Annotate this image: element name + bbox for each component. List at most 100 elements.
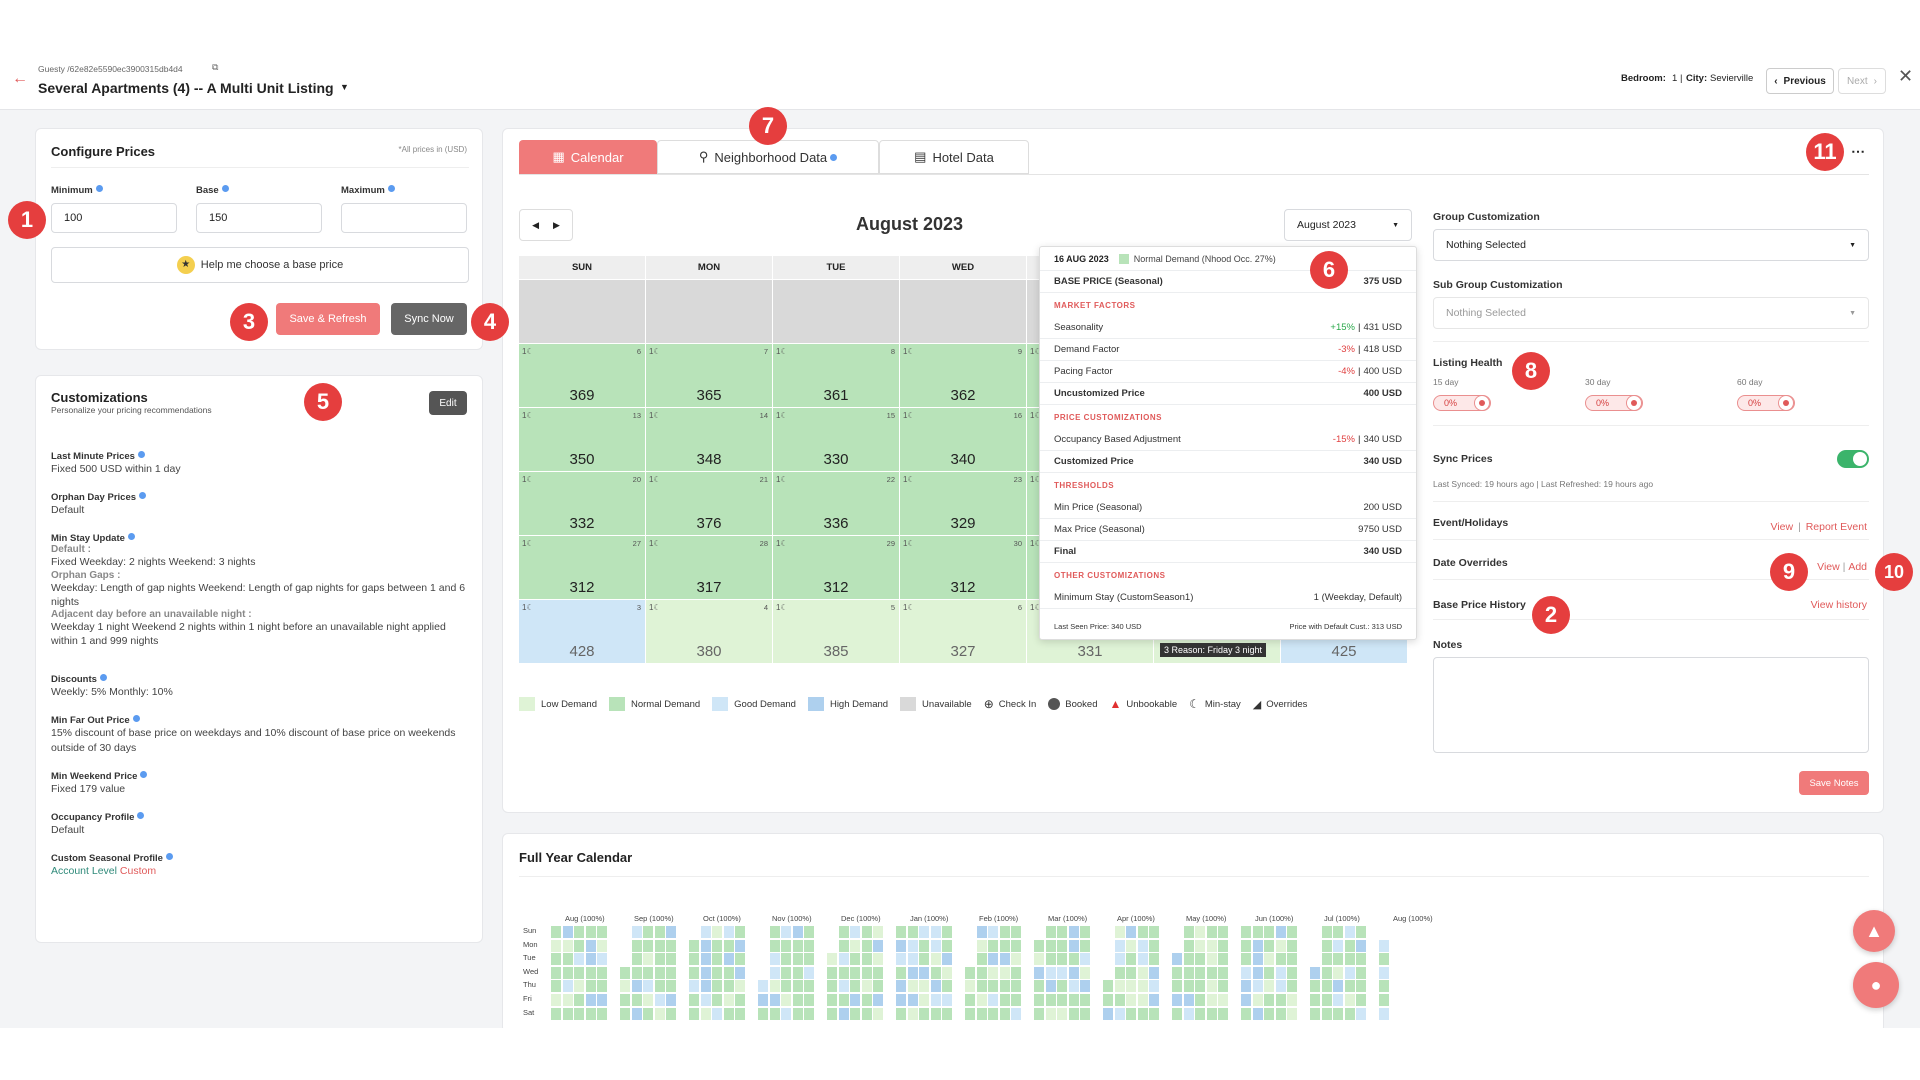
year-day-cell[interactable] <box>1275 994 1286 1006</box>
year-day-cell[interactable] <box>1068 939 1079 952</box>
year-day-cell[interactable] <box>804 926 814 938</box>
year-day-cell[interactable] <box>976 994 987 1006</box>
year-day-cell[interactable] <box>988 953 998 966</box>
year-day-cell[interactable] <box>999 939 1010 952</box>
year-day-cell[interactable] <box>907 980 918 993</box>
year-day-cell[interactable] <box>1103 980 1113 993</box>
chevron-down-icon[interactable]: ▼ <box>340 82 349 92</box>
year-day-cell[interactable] <box>1080 966 1090 979</box>
year-day-cell[interactable] <box>896 926 906 938</box>
year-day-cell[interactable] <box>1333 980 1343 993</box>
year-day-cell[interactable] <box>574 980 584 993</box>
edit-button[interactable]: Edit <box>429 391 467 415</box>
year-day-cell[interactable] <box>942 994 952 1006</box>
year-day-cell[interactable] <box>999 1007 1010 1020</box>
year-day-cell[interactable] <box>1241 966 1251 979</box>
year-day-cell[interactable] <box>988 1007 998 1020</box>
year-day-cell[interactable] <box>1183 980 1194 993</box>
year-day-cell[interactable] <box>574 1007 584 1020</box>
year-day-cell[interactable] <box>585 926 596 938</box>
year-day-cell[interactable] <box>850 980 860 993</box>
year-day-cell[interactable] <box>1379 953 1389 966</box>
calendar-day[interactable]: 1☾ 29 312 <box>773 536 900 600</box>
info-icon[interactable] <box>221 185 229 192</box>
year-day-cell[interactable] <box>1321 994 1332 1006</box>
year-day-cell[interactable] <box>1068 994 1079 1006</box>
year-day-cell[interactable] <box>631 939 642 952</box>
year-day-cell[interactable] <box>654 1007 665 1020</box>
year-day-cell[interactable] <box>1206 953 1217 966</box>
year-day-cell[interactable] <box>631 1007 642 1020</box>
year-day-cell[interactable] <box>551 966 561 979</box>
year-day-cell[interactable] <box>1344 953 1355 966</box>
year-day-cell[interactable] <box>723 980 734 993</box>
year-day-cell[interactable] <box>1287 926 1297 938</box>
year-day-cell[interactable] <box>1333 953 1343 966</box>
year-day-cell[interactable] <box>1080 980 1090 993</box>
year-day-cell[interactable] <box>689 939 699 952</box>
back-arrow-icon[interactable]: ← <box>12 70 28 87</box>
year-day-cell[interactable] <box>1137 1007 1148 1020</box>
year-day-cell[interactable] <box>735 926 745 938</box>
year-day-cell[interactable] <box>1172 953 1182 966</box>
year-day-cell[interactable] <box>1068 966 1079 979</box>
year-day-cell[interactable] <box>689 1007 699 1020</box>
year-day-cell[interactable] <box>965 994 975 1006</box>
year-day-cell[interactable] <box>1333 926 1343 938</box>
year-day-cell[interactable] <box>873 939 883 952</box>
year-day-cell[interactable] <box>562 926 573 938</box>
year-day-cell[interactable] <box>654 966 665 979</box>
year-day-cell[interactable] <box>597 1007 607 1020</box>
year-day-cell[interactable] <box>712 980 722 993</box>
year-day-cell[interactable] <box>1241 953 1251 966</box>
info-icon[interactable] <box>99 674 107 682</box>
year-day-cell[interactable] <box>1218 1007 1228 1020</box>
year-day-cell[interactable] <box>1344 926 1355 938</box>
year-day-cell[interactable] <box>907 939 918 952</box>
year-day-cell[interactable] <box>654 953 665 966</box>
year-day-cell[interactable] <box>976 939 987 952</box>
tab-neighborhood[interactable]: ⚲ Neighborhood Data <box>657 140 879 174</box>
year-day-cell[interactable] <box>654 926 665 938</box>
year-day-cell[interactable] <box>585 980 596 993</box>
year-day-cell[interactable] <box>873 994 883 1006</box>
year-day-cell[interactable] <box>1114 939 1125 952</box>
year-day-cell[interactable] <box>942 980 952 993</box>
year-day-cell[interactable] <box>999 994 1010 1006</box>
calendar-day-unavailable[interactable] <box>646 280 773 344</box>
year-day-cell[interactable] <box>999 980 1010 993</box>
year-day-cell[interactable] <box>896 1007 906 1020</box>
year-day-cell[interactable] <box>1241 926 1251 938</box>
year-day-cell[interactable] <box>643 926 653 938</box>
year-day-cell[interactable] <box>919 980 929 993</box>
year-day-cell[interactable] <box>1321 1007 1332 1020</box>
year-day-cell[interactable] <box>907 994 918 1006</box>
year-day-cell[interactable] <box>999 966 1010 979</box>
year-day-cell[interactable] <box>1218 980 1228 993</box>
calendar-day[interactable]: 1☾ 15 330 <box>773 408 900 472</box>
year-day-cell[interactable] <box>873 926 883 938</box>
year-day-cell[interactable] <box>712 939 722 952</box>
year-day-cell[interactable] <box>1068 953 1079 966</box>
year-day-cell[interactable] <box>1114 994 1125 1006</box>
year-day-cell[interactable] <box>1103 1007 1113 1020</box>
year-day-cell[interactable] <box>1149 953 1159 966</box>
year-day-cell[interactable] <box>1195 966 1205 979</box>
year-day-cell[interactable] <box>712 966 722 979</box>
year-day-cell[interactable] <box>804 953 814 966</box>
year-day-cell[interactable] <box>769 966 780 979</box>
year-day-cell[interactable] <box>735 953 745 966</box>
info-icon[interactable] <box>132 715 140 723</box>
year-day-cell[interactable] <box>1252 980 1263 993</box>
year-day-cell[interactable] <box>1149 994 1159 1006</box>
calendar-day[interactable]: 1☾ 7 365 <box>646 344 773 408</box>
year-day-cell[interactable] <box>1252 926 1263 938</box>
calendar-day[interactable]: 1☾ 6 327 <box>900 600 1027 664</box>
year-day-cell[interactable] <box>861 939 872 952</box>
year-day-cell[interactable] <box>988 980 998 993</box>
year-day-cell[interactable] <box>585 953 596 966</box>
year-day-cell[interactable] <box>1080 1007 1090 1020</box>
year-day-cell[interactable] <box>1137 966 1148 979</box>
year-day-cell[interactable] <box>723 953 734 966</box>
year-day-cell[interactable] <box>1057 939 1067 952</box>
